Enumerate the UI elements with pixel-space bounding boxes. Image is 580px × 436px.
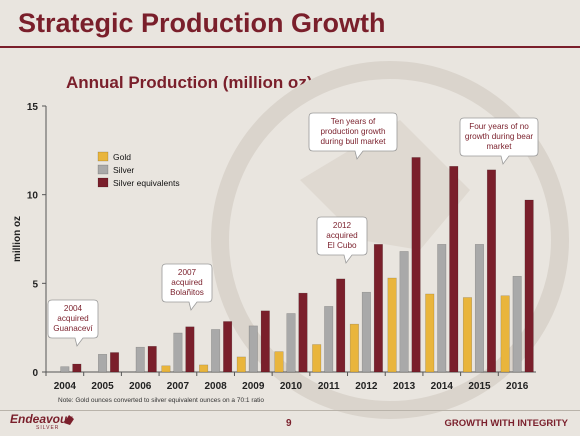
legend-swatch xyxy=(97,151,109,162)
bar-silver-equivalents xyxy=(223,321,233,373)
bar-silver-equivalents xyxy=(449,166,459,373)
legend-swatch xyxy=(97,177,109,188)
x-tick-label: 2005 xyxy=(91,381,114,392)
bar-silver xyxy=(98,354,108,373)
bar-gold xyxy=(387,277,397,373)
annotation-text: during bull market xyxy=(320,137,386,146)
bar-silver xyxy=(173,332,183,373)
annotation-text: Bolañitos xyxy=(170,288,204,297)
x-tick-label: 2007 xyxy=(167,381,190,392)
bar-silver xyxy=(286,313,296,373)
bar-gold xyxy=(349,323,359,373)
bar-silver-equivalents xyxy=(411,157,421,373)
bar-silver xyxy=(60,366,70,373)
chart-footnote: Note: Gold ounces converted to silver eq… xyxy=(58,397,264,404)
annotation-text: acquired xyxy=(57,314,89,323)
x-tick-label: 2011 xyxy=(318,381,340,392)
bar-silver-equivalents xyxy=(260,310,270,373)
chart-title: Annual Production (million oz) xyxy=(66,73,313,92)
legend-label: Silver xyxy=(113,165,134,175)
x-tick-label: 2015 xyxy=(468,381,491,392)
bar-silver xyxy=(135,346,145,373)
bar-silver xyxy=(474,244,484,373)
page-number: 9 xyxy=(286,418,292,429)
tagline: GROWTH WITH INTEGRITY xyxy=(444,418,569,429)
company-logo: Endeavour xyxy=(10,412,73,426)
footer-divider xyxy=(0,410,580,411)
x-tick-label: 2016 xyxy=(506,381,529,392)
annotation-text: Ten years of xyxy=(331,117,376,126)
bar-silver xyxy=(361,291,371,373)
annotation-callout xyxy=(47,299,99,347)
bar-gold xyxy=(199,364,209,373)
annotation-callout xyxy=(161,263,213,311)
y-tick-label: 15 xyxy=(27,102,39,113)
y-axis-label: million oz xyxy=(12,216,23,262)
y-tick-label: 0 xyxy=(32,368,38,379)
annotation-callout xyxy=(459,117,539,165)
legend-label: Silver equivalents xyxy=(113,178,180,188)
company-logo-subtext: SILVER xyxy=(36,425,60,431)
bar-gold xyxy=(236,356,246,373)
bar-silver-equivalents xyxy=(147,346,157,373)
bar-silver-equivalents xyxy=(336,278,346,373)
bar-gold xyxy=(161,365,171,373)
bar-gold xyxy=(425,293,435,373)
x-tick-label: 2006 xyxy=(129,381,152,392)
bar-silver-equivalents xyxy=(72,363,82,373)
bar-silver xyxy=(399,251,409,373)
bar-silver xyxy=(437,244,447,373)
bar-gold xyxy=(500,295,510,373)
y-tick-label: 5 xyxy=(32,279,38,290)
bar-silver xyxy=(248,325,258,373)
page-title: Strategic Production Growth xyxy=(18,8,386,38)
annotation-text: 2004 xyxy=(64,304,83,313)
bar-silver-equivalents xyxy=(185,326,195,373)
annotation-text: 2007 xyxy=(178,268,197,277)
logo-icon xyxy=(64,415,74,425)
bar-gold xyxy=(312,344,322,373)
bar-silver-equivalents xyxy=(110,352,120,373)
legend-label: Gold xyxy=(113,152,131,162)
annotation-text: production growth xyxy=(320,127,386,136)
annotation-callout xyxy=(308,112,398,160)
bar-silver xyxy=(211,329,221,373)
x-tick-label: 2013 xyxy=(393,381,416,392)
annotation-text: growth during bear xyxy=(465,132,534,141)
x-tick-label: 2014 xyxy=(431,381,454,392)
annotation-text: 2012 xyxy=(333,221,352,230)
annotation-text: Four years of no xyxy=(469,122,529,131)
x-tick-label: 2010 xyxy=(280,381,303,392)
annotation-text: acquired xyxy=(171,278,203,287)
bar-gold xyxy=(274,351,284,373)
annotation-text: Guanaceví xyxy=(53,324,93,333)
x-tick-label: 2008 xyxy=(204,381,227,392)
bar-gold xyxy=(462,297,472,373)
bar-silver-equivalents xyxy=(486,169,496,373)
legend-swatch xyxy=(97,164,109,175)
x-tick-label: 2009 xyxy=(242,381,265,392)
annotation-callout xyxy=(316,216,368,264)
x-tick-label: 2012 xyxy=(355,381,378,392)
bar-silver xyxy=(512,275,522,373)
x-tick-label: 2004 xyxy=(54,381,77,392)
bar-silver-equivalents xyxy=(373,244,383,373)
title-divider xyxy=(0,46,580,48)
annotation-text: acquired xyxy=(326,231,358,240)
annotation-text: market xyxy=(486,142,512,151)
bar-silver-equivalents xyxy=(524,199,534,373)
bar-silver xyxy=(324,306,334,373)
bar-silver-equivalents xyxy=(298,292,308,373)
y-tick-label: 10 xyxy=(27,191,39,202)
annotation-text: El Cubo xyxy=(327,241,357,250)
